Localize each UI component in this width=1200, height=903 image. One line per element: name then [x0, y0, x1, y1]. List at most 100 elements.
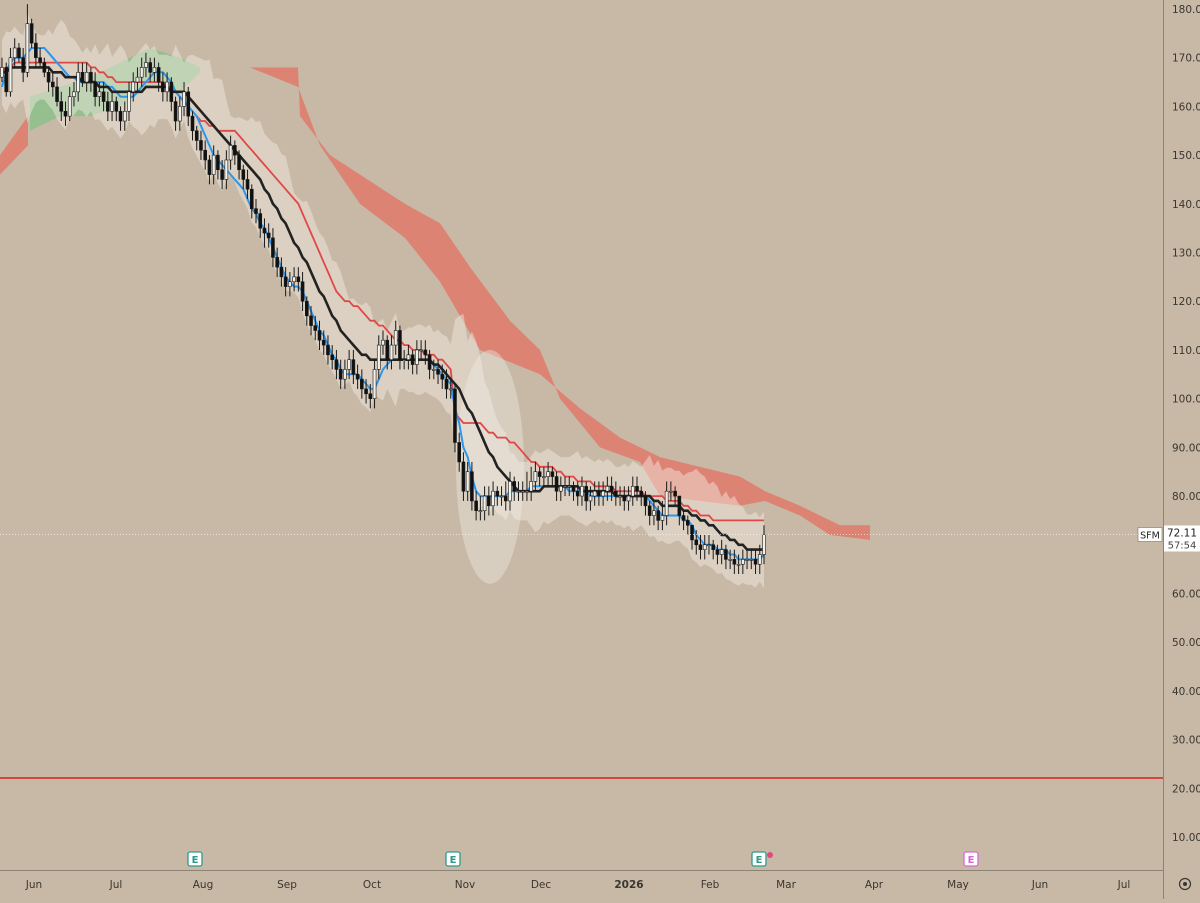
candle-body — [330, 354, 335, 360]
candle-body — [72, 91, 76, 97]
candle — [685, 515, 690, 536]
candle-body — [410, 354, 415, 365]
candle-body — [343, 369, 347, 380]
candle-body — [216, 154, 220, 171]
candle — [190, 111, 195, 141]
candle — [178, 96, 182, 131]
candle — [609, 476, 614, 501]
candle — [474, 491, 478, 521]
price-tick: 50.00 — [1172, 637, 1200, 649]
candle — [165, 72, 169, 102]
candle-body — [156, 67, 161, 83]
earnings-marker[interactable]: E — [963, 851, 979, 867]
candle-body — [419, 349, 423, 352]
candle — [402, 349, 406, 370]
price-axis-bg — [1163, 0, 1200, 899]
candle — [182, 82, 186, 117]
candle — [669, 481, 673, 501]
candle — [224, 150, 229, 190]
candle-body — [652, 510, 656, 516]
candle — [368, 384, 373, 409]
candle-body — [8, 57, 13, 93]
candle — [520, 481, 525, 501]
last-price-value: 72.11 — [1167, 527, 1197, 539]
earnings-marker[interactable]: E — [751, 851, 767, 867]
candle — [448, 379, 453, 399]
candle-body — [542, 476, 546, 478]
candle-body — [736, 563, 741, 566]
candle-body — [190, 115, 195, 132]
earnings-marker[interactable]: E — [187, 851, 203, 867]
symbol-tag — [1137, 527, 1163, 542]
price-tick: 40.00 — [1172, 686, 1200, 698]
candle-body — [59, 101, 64, 112]
candle — [491, 481, 495, 516]
candle-body — [618, 495, 622, 498]
earnings-badge — [187, 851, 203, 867]
candle — [635, 476, 639, 501]
candle-body — [588, 495, 593, 502]
candle — [385, 335, 390, 370]
earnings-marker[interactable]: E — [445, 851, 461, 867]
candle-body — [347, 359, 351, 370]
candle-body — [360, 378, 364, 390]
candle-body — [224, 159, 229, 180]
candle-body — [533, 471, 538, 482]
candle-body — [465, 471, 470, 492]
candle — [8, 47, 13, 97]
candle — [89, 67, 93, 92]
price-tick: 180.00 — [1172, 4, 1200, 16]
candle-body — [76, 72, 80, 93]
candle — [97, 82, 102, 107]
price-tick: 160.00 — [1172, 101, 1200, 113]
candle-body — [25, 23, 30, 73]
candle-body — [292, 276, 296, 283]
candle-body — [80, 72, 85, 83]
candle — [110, 91, 114, 122]
candle — [453, 384, 457, 453]
time-axis[interactable]: Jun Jul Aug Sep Oct Nov Dec 2026 Feb Mar Apr May Jun… — [0, 870, 1192, 892]
time-tick: 2026 — [614, 879, 643, 891]
candle — [25, 4, 30, 78]
candle — [135, 67, 140, 92]
candle — [279, 257, 284, 287]
candle-body — [144, 62, 148, 68]
candle-body — [398, 330, 402, 360]
candle — [588, 486, 593, 511]
candle — [228, 135, 233, 170]
price-axis[interactable]: 10.0020.0030.0040.0050.0060.0070.0080.00… — [1163, 0, 1200, 899]
candle — [673, 486, 677, 506]
candle — [364, 379, 368, 404]
candle — [597, 481, 601, 506]
price-tick: 100.00 — [1172, 394, 1200, 406]
candle — [161, 72, 165, 102]
candle-body — [12, 47, 17, 59]
candle — [406, 345, 411, 370]
candle-body — [499, 495, 504, 498]
gear-icon[interactable] — [1178, 877, 1192, 891]
candle-body — [643, 495, 648, 507]
candle — [93, 72, 97, 107]
candle-body — [529, 481, 533, 492]
candle-body — [685, 520, 690, 526]
candle-body — [385, 339, 390, 360]
candle — [618, 486, 622, 506]
candle-body — [669, 490, 673, 493]
candle — [84, 62, 89, 92]
candle-body — [719, 549, 724, 555]
candle-body — [571, 486, 576, 492]
time-tick: Oct — [363, 879, 381, 891]
candle-body — [207, 159, 212, 175]
band-bubble — [456, 349, 524, 584]
candle-body — [550, 471, 555, 477]
candle — [643, 491, 648, 516]
candle-body — [461, 461, 466, 492]
candle-body — [503, 495, 508, 502]
candle — [702, 535, 707, 560]
candle — [431, 359, 436, 380]
